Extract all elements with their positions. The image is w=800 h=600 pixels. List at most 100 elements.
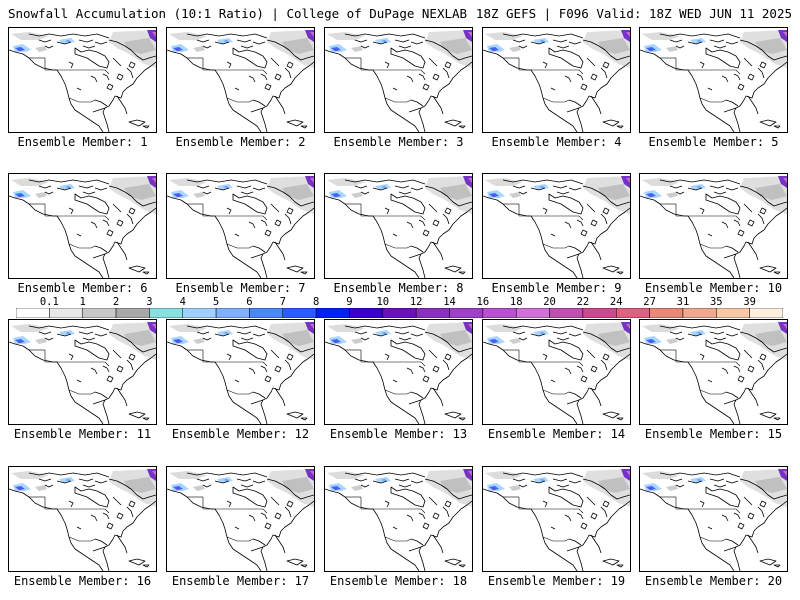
colorbar-segment bbox=[349, 308, 384, 318]
ensemble-member-label: Ensemble Member: 20 bbox=[644, 574, 783, 588]
borders bbox=[29, 57, 110, 103]
colorbar-tick-label: 6 bbox=[246, 296, 253, 308]
ensemble-member-label: Ensemble Member: 10 bbox=[644, 281, 783, 295]
ensemble-member-map bbox=[639, 466, 788, 572]
borders bbox=[29, 203, 110, 249]
borders bbox=[660, 496, 741, 542]
borders bbox=[345, 203, 426, 249]
ensemble-member-map bbox=[166, 319, 315, 425]
colorbar-segment bbox=[115, 308, 150, 318]
ensemble-member-label: Ensemble Member: 6 bbox=[17, 281, 148, 295]
coastlines bbox=[325, 325, 472, 424]
ensemble-member-map bbox=[166, 27, 315, 133]
ensemble-member-map bbox=[639, 319, 788, 425]
borders bbox=[187, 496, 268, 542]
colorbar-tick-label: 4 bbox=[179, 296, 186, 308]
colorbar-tick-label: 0.1 bbox=[39, 296, 59, 308]
borders bbox=[345, 349, 426, 395]
ensemble-member-map bbox=[482, 466, 631, 572]
ensemble-member-label: Ensemble Member: 1 bbox=[17, 135, 148, 149]
ensemble-member-label: Ensemble Member: 4 bbox=[491, 135, 622, 149]
ensemble-member-map bbox=[8, 27, 157, 133]
colorbar-segment bbox=[315, 308, 350, 318]
colorbar-tick-label: 14 bbox=[443, 296, 456, 308]
colorbar-segment bbox=[582, 308, 617, 318]
colorbar-tick-label: 35 bbox=[709, 296, 723, 308]
ensemble-member-label: Ensemble Member: 8 bbox=[333, 281, 464, 295]
snow-overlay bbox=[169, 469, 314, 507]
ensemble-member-map bbox=[639, 27, 788, 133]
snow-overlay bbox=[169, 176, 314, 214]
ensemble-member-map bbox=[324, 173, 473, 279]
colorbar-segment bbox=[649, 308, 684, 318]
coastlines bbox=[167, 179, 314, 278]
borders bbox=[503, 496, 584, 542]
colorbar-segment bbox=[49, 308, 83, 318]
snow-overlay bbox=[642, 30, 787, 68]
borders bbox=[503, 203, 584, 249]
snow-overlay bbox=[642, 176, 787, 214]
snow-overlay bbox=[642, 469, 787, 507]
colorbar-segment bbox=[449, 308, 484, 318]
colorbar-segment bbox=[515, 308, 550, 318]
snow-overlay bbox=[11, 469, 156, 507]
borders bbox=[660, 349, 741, 395]
colorbar-segment bbox=[716, 308, 750, 318]
ensemble-member-map bbox=[8, 319, 157, 425]
colorbar-tick-label: 22 bbox=[576, 296, 590, 308]
colorbar-segment bbox=[616, 308, 650, 318]
ensemble-member-map bbox=[482, 173, 631, 279]
ensemble-member-label: Ensemble Member: 11 bbox=[13, 427, 152, 441]
colorbar-segment bbox=[682, 308, 717, 318]
colorbar-tick-label: 9 bbox=[346, 296, 353, 308]
snow-overlay bbox=[327, 176, 472, 214]
coastlines bbox=[9, 33, 156, 132]
colorbar-tick-label: 7 bbox=[279, 296, 286, 308]
ensemble-member-map bbox=[8, 466, 157, 572]
ensemble-member-map bbox=[166, 466, 315, 572]
snow-overlay bbox=[485, 176, 630, 214]
ensemble-member-label: Ensemble Member: 16 bbox=[13, 574, 152, 588]
colorbar-segment bbox=[82, 308, 117, 318]
ensemble-member-label: Ensemble Member: 17 bbox=[171, 574, 310, 588]
snow-overlay bbox=[485, 30, 630, 68]
ensemble-member-label: Ensemble Member: 13 bbox=[329, 427, 468, 441]
ensemble-member-map bbox=[324, 466, 473, 572]
borders bbox=[660, 203, 741, 249]
ensemble-member-label: Ensemble Member: 3 bbox=[333, 135, 464, 149]
snow-overlay bbox=[327, 30, 472, 68]
ensemble-member-label: Ensemble Member: 18 bbox=[329, 574, 468, 588]
ensemble-member-map bbox=[324, 27, 473, 133]
colorbar-tick-label: 1 bbox=[79, 296, 86, 308]
colorbar-segment bbox=[415, 308, 450, 318]
colorbar-segment bbox=[215, 308, 250, 318]
colorbar bbox=[16, 308, 783, 318]
coastlines bbox=[325, 472, 472, 571]
run-info: 18Z GEFS | F096 Valid: 18Z WED JUN 11 20… bbox=[475, 6, 792, 21]
colorbar-segment bbox=[382, 308, 417, 318]
borders bbox=[187, 57, 268, 103]
colorbar-segment bbox=[482, 308, 517, 318]
colorbar-tick-label: 3 bbox=[146, 296, 153, 308]
ensemble-member-map bbox=[639, 173, 788, 279]
borders bbox=[503, 57, 584, 103]
snow-overlay bbox=[327, 322, 472, 360]
coastlines bbox=[640, 179, 787, 278]
colorbar-tick-label: 27 bbox=[643, 296, 656, 308]
map-title: Snowfall Accumulation (10:1 Ratio) | Col… bbox=[8, 6, 468, 21]
colorbar-tick-label: 39 bbox=[743, 296, 756, 308]
borders bbox=[29, 349, 110, 395]
colorbar-segment bbox=[16, 308, 50, 318]
snow-overlay bbox=[169, 322, 314, 360]
colorbar-tick-label: 2 bbox=[112, 296, 120, 308]
ensemble-member-label: Ensemble Member: 5 bbox=[648, 135, 779, 149]
borders bbox=[187, 203, 268, 249]
ensemble-member-label: Ensemble Member: 15 bbox=[644, 427, 783, 441]
snow-overlay bbox=[11, 322, 156, 360]
ensemble-member-label: Ensemble Member: 7 bbox=[175, 281, 306, 295]
colorbar-tick-label: 5 bbox=[212, 296, 220, 308]
ensemble-member-label: Ensemble Member: 2 bbox=[175, 135, 306, 149]
snow-overlay bbox=[485, 469, 630, 507]
colorbar-segment bbox=[282, 308, 317, 318]
colorbar-tick-label: 18 bbox=[509, 296, 523, 308]
